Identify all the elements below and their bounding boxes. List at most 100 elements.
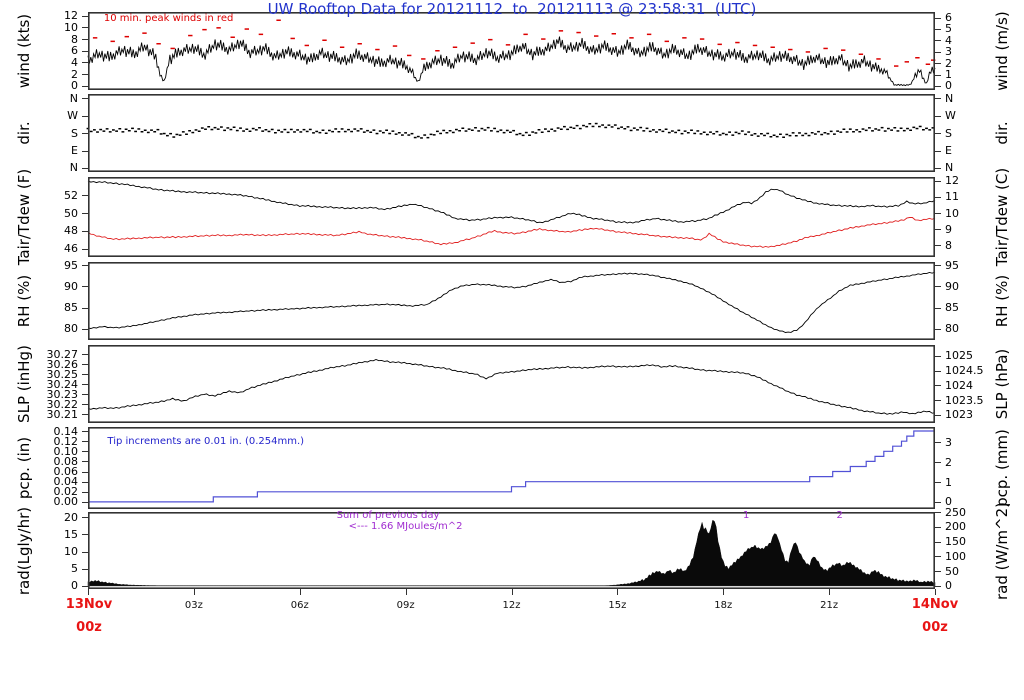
tick-mark-right — [935, 63, 941, 65]
tick-mark-left — [82, 585, 88, 587]
panel-humidity-plot — [87, 262, 936, 341]
peak-wind-dash — [823, 47, 828, 50]
direction-dot — [718, 134, 722, 136]
axis-tick-label: 2 — [945, 455, 952, 469]
tick-mark-right — [935, 167, 941, 169]
direction-dot — [235, 129, 239, 132]
direction-dot — [340, 128, 344, 130]
direction-dot — [883, 130, 887, 132]
axis-tick-label: 48 — [64, 224, 78, 238]
direction-dot — [105, 128, 109, 130]
panel-wind-plot — [87, 12, 936, 91]
direction-dot — [420, 137, 423, 139]
axis-tick-label: N — [69, 91, 78, 105]
direction-dot — [810, 132, 814, 134]
direction-dot — [480, 127, 484, 130]
direction-dot — [537, 129, 541, 131]
direction-dot — [763, 134, 766, 137]
peak-wind-dash — [904, 61, 909, 63]
tick-mark-right — [935, 462, 941, 464]
direction-dot — [610, 126, 614, 128]
panel-precipitation-plot — [88, 427, 936, 510]
direction-dot — [575, 124, 579, 127]
direction-dot — [432, 134, 436, 136]
direction-dot — [833, 133, 836, 135]
direction-dot — [118, 128, 122, 130]
axis-tick-label: 0.10 — [53, 444, 79, 458]
direction-dot — [794, 135, 798, 137]
direction-dot — [343, 130, 347, 133]
axis-tick-label: S — [71, 126, 78, 140]
panel-wind — [87, 12, 936, 91]
axis-tick-label: 6 — [945, 11, 952, 24]
axis-tick-label: 0.04 — [53, 475, 79, 489]
x-tick-label: 21z — [820, 600, 839, 611]
axis-tick-label: 30.27 — [46, 347, 79, 361]
direction-dot — [445, 132, 449, 134]
tick-mark-right — [935, 385, 941, 387]
direction-dot — [709, 131, 712, 133]
tick-mark-right — [935, 414, 941, 416]
direction-dot — [798, 132, 801, 134]
direction-dot — [391, 130, 395, 132]
direction-dot — [210, 128, 214, 131]
axis-tick-label: 0 — [71, 79, 78, 93]
direction-dot — [744, 133, 747, 136]
tick-mark-left — [82, 384, 88, 385]
panel-direction — [86, 94, 936, 173]
direction-dot — [477, 130, 481, 132]
peak-wind-dash — [735, 41, 740, 44]
axis-tick-label: 0 — [945, 579, 952, 593]
axis-tick-label: N — [945, 91, 954, 105]
peak-wind-dash — [594, 35, 599, 37]
axis-tick-label: 0.02 — [53, 485, 79, 499]
tick-mark-right — [935, 501, 941, 503]
direction-dot — [829, 130, 833, 133]
axis-tick-label: S — [945, 126, 952, 140]
tick-mark-left — [82, 461, 88, 463]
y-axis-label-right-direction: dir. — [993, 121, 1011, 145]
peak-wind-dash — [110, 40, 115, 43]
x-tick-mark — [88, 589, 89, 595]
axis-tick-label: 5 — [945, 22, 952, 36]
tick-mark-left — [82, 328, 88, 330]
axis-tick-label: 1025 — [945, 349, 973, 363]
direction-dot — [99, 128, 103, 131]
tick-mark-left — [82, 471, 88, 473]
tick-mark-right — [935, 442, 941, 444]
axis-tick-label: 90 — [64, 279, 78, 293]
direction-dot — [572, 127, 576, 129]
tick-mark-right — [935, 180, 941, 182]
axis-tick-label: 0 — [945, 79, 952, 93]
direction-dot — [229, 128, 233, 131]
direction-dot — [826, 133, 830, 135]
direction-dot — [521, 134, 525, 137]
peak-wind-dash — [188, 34, 193, 37]
direction-dot — [544, 128, 547, 130]
tick-mark-left — [82, 50, 88, 52]
direction-dot — [868, 127, 871, 129]
direction-dot — [455, 128, 458, 131]
direction-dot — [140, 131, 144, 133]
direction-dot — [553, 130, 557, 132]
direction-dot — [439, 132, 442, 135]
tick-mark-right — [935, 51, 941, 53]
peak-wind-dash — [375, 48, 380, 51]
annotation: 1 — [743, 510, 750, 522]
axis-tick-label: 11 — [945, 190, 959, 204]
direction-dot — [505, 129, 509, 132]
axis-tick-label: 100 — [945, 549, 966, 563]
peak-wind-dash — [435, 50, 440, 52]
direction-dot — [356, 130, 360, 132]
peak-wind-dash — [470, 42, 475, 44]
axis-tick-label: 85 — [64, 301, 78, 315]
direction-dot — [639, 126, 643, 129]
direction-dot — [877, 129, 881, 131]
direction-dot — [652, 129, 655, 131]
direction-dot — [874, 128, 878, 130]
direction-dot — [620, 126, 623, 128]
direction-dot — [909, 129, 912, 131]
y-axis-label-left-direction: dir. — [15, 121, 33, 145]
y-axis-label-right-temperature: Tair/Tdew (C) — [993, 167, 1011, 267]
